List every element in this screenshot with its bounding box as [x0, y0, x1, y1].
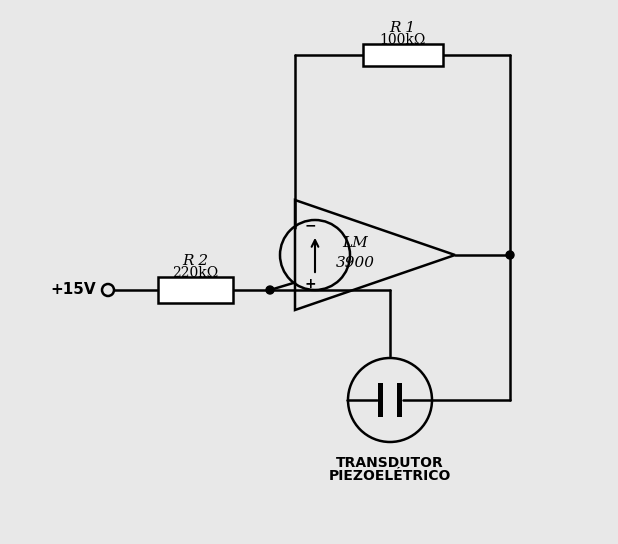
Bar — [378, 383, 383, 417]
Bar — [158, 277, 232, 303]
Text: +: + — [305, 277, 316, 292]
Text: PIEZOELÉTRICO: PIEZOELÉTRICO — [329, 469, 451, 483]
Bar — [397, 383, 402, 417]
Text: +15V: +15V — [51, 282, 96, 298]
Text: TRANSDUTOR: TRANSDUTOR — [336, 456, 444, 470]
Text: R 1: R 1 — [389, 21, 415, 35]
Bar — [363, 44, 442, 66]
Circle shape — [506, 251, 514, 259]
Text: 220kΩ: 220kΩ — [172, 266, 218, 280]
Text: 100kΩ: 100kΩ — [379, 33, 426, 47]
Text: 3900: 3900 — [336, 256, 375, 270]
Text: −: − — [305, 219, 316, 232]
Circle shape — [266, 286, 274, 294]
Text: LM: LM — [342, 236, 368, 250]
Text: R 2: R 2 — [182, 254, 208, 268]
